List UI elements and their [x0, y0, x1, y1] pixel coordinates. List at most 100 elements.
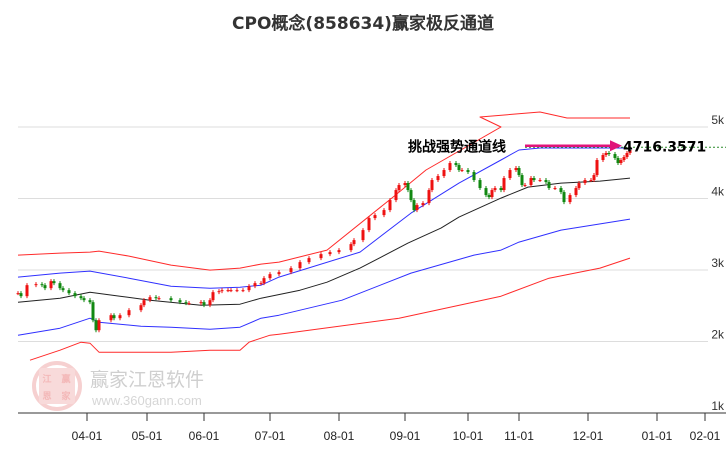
candle	[142, 300, 146, 306]
x-tick-label: 09-01	[390, 429, 421, 443]
y-tick-label: 3k	[711, 256, 725, 270]
candles	[16, 148, 632, 333]
candle	[79, 296, 83, 299]
candle	[235, 290, 239, 292]
candle	[82, 298, 86, 301]
candle	[112, 315, 116, 319]
candle	[448, 163, 452, 171]
candle	[328, 252, 332, 255]
candle	[436, 176, 440, 181]
candle	[319, 254, 323, 259]
candle	[94, 320, 98, 331]
candle	[349, 244, 353, 251]
candle	[118, 315, 122, 319]
candle	[16, 293, 20, 295]
x-tick-label: 12-01	[573, 429, 604, 443]
candle	[211, 292, 215, 301]
candle	[352, 240, 356, 245]
y-tick-label: 1k	[711, 399, 725, 413]
watermark-logo-box	[39, 368, 75, 404]
candle	[34, 284, 38, 286]
candle	[91, 302, 95, 321]
watermark-url: www.360gann.com	[91, 393, 202, 408]
candle	[25, 285, 29, 297]
candle	[58, 283, 62, 289]
candle	[217, 291, 221, 293]
candle	[427, 190, 431, 204]
x-tick-label: 02-01	[690, 429, 721, 443]
candle	[289, 268, 293, 273]
candle	[19, 293, 23, 297]
candle	[403, 183, 407, 186]
candle	[268, 274, 272, 279]
candle	[157, 298, 161, 300]
candle	[367, 218, 371, 231]
candle	[574, 188, 578, 196]
candle	[502, 178, 506, 191]
annotation: 挑战强势通道线 4716.3571	[408, 138, 726, 155]
candle	[43, 285, 47, 289]
candle	[604, 153, 608, 156]
candle	[499, 188, 503, 191]
candle	[337, 250, 341, 253]
candle	[553, 188, 557, 190]
candle	[577, 183, 581, 189]
y-tick-label: 4k	[711, 185, 725, 199]
candle	[184, 302, 188, 304]
x-tick-label: 06-01	[189, 429, 220, 443]
channel-bands	[17, 111, 631, 361]
candle	[460, 170, 464, 172]
watermark: 江 赢 恩 家 赢家江恩软件 www.360gann.com	[32, 361, 204, 411]
watermark-logo-ring	[32, 361, 82, 411]
candle	[493, 188, 497, 191]
candle	[487, 195, 491, 198]
candle	[601, 155, 605, 161]
candle	[139, 305, 143, 311]
candle	[628, 150, 632, 154]
candle	[298, 262, 302, 269]
candle	[169, 298, 173, 301]
candle	[253, 283, 257, 287]
candle	[538, 180, 542, 182]
candle	[544, 180, 548, 183]
candle	[373, 215, 377, 219]
candle	[49, 281, 53, 289]
candle	[454, 163, 458, 166]
candle	[625, 153, 629, 158]
x-tick-label: 10-01	[453, 429, 484, 443]
chart-title: CPO概念(858634)赢家极反通道	[232, 13, 494, 34]
candle	[442, 170, 446, 177]
candle	[583, 180, 587, 184]
candle	[490, 190, 494, 198]
x-tick-label: 05-01	[132, 429, 163, 443]
candle	[97, 320, 101, 331]
candle	[52, 281, 56, 284]
candle	[430, 180, 434, 191]
grid: 5k 4k 3k 2k 1k	[18, 113, 725, 413]
candle	[226, 290, 230, 292]
candle	[154, 297, 158, 299]
candle	[247, 286, 251, 291]
candle	[616, 158, 620, 164]
candle	[619, 160, 623, 164]
candle	[397, 185, 401, 191]
candle	[622, 157, 626, 161]
candle	[73, 293, 77, 297]
candle	[457, 165, 461, 171]
candle	[199, 302, 203, 304]
candle	[529, 178, 533, 186]
candle	[415, 205, 419, 211]
x-tick-label: 04-01	[72, 429, 103, 443]
candle	[127, 310, 131, 316]
candle	[382, 210, 386, 216]
candle	[478, 180, 482, 189]
candle	[88, 300, 92, 303]
band-lower-red	[29, 257, 631, 361]
candle	[589, 180, 593, 182]
watermark-logo-char: 恩	[42, 391, 51, 402]
watermark-logo-char: 家	[61, 390, 71, 402]
watermark-logo-char: 赢	[61, 373, 70, 385]
candle	[523, 185, 527, 187]
x-tick-label: 07-01	[255, 429, 286, 443]
